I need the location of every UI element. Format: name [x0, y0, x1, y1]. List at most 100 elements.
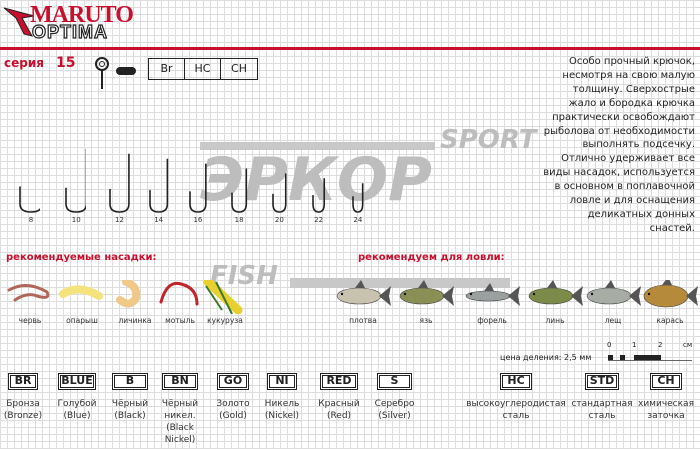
series-number: 15: [55, 55, 76, 71]
scale-baseline: [608, 360, 692, 361]
brand-logo-maruto: MARUTO: [30, 2, 134, 28]
hook-icon: [149, 158, 169, 213]
hook-icon: [231, 168, 248, 213]
coating-name-en: (Black Nickel): [164, 423, 196, 445]
watermark-main: ЭРКОР: [200, 145, 433, 215]
fish-label: форель: [477, 316, 507, 325]
coating-label: Серебро (Silver): [371, 398, 419, 422]
coating-name-en: (Bronze): [3, 411, 43, 421]
watermark-sport: SPORT: [440, 125, 537, 155]
material-name-2: заточка: [647, 411, 685, 421]
hook-icon: [189, 163, 207, 213]
material-label: химическая заточка: [637, 398, 695, 422]
product-description: Особо прочный крючок, несмотря на свою ма…: [540, 55, 695, 236]
coating-name-en: (Nickel): [264, 411, 300, 421]
fish-icon: [643, 280, 698, 308]
fish-icon: [465, 283, 520, 306]
series-label: серия 15: [4, 55, 75, 71]
hook-size-label: 20: [274, 216, 284, 224]
material-code-std: STD: [585, 373, 619, 390]
logo-arrow-icon: [3, 7, 35, 37]
coating-name: Чёрный никел.: [161, 399, 199, 421]
scale-segment: [634, 355, 661, 360]
description-line: деликатных донных снастей.: [587, 208, 695, 234]
hook-icon: [19, 186, 40, 213]
coating-code-b: B: [112, 373, 148, 390]
bait-label: личинка: [118, 316, 152, 325]
description-line: жало и бородка крючка: [568, 97, 695, 109]
bait-1-icon: [59, 285, 103, 300]
coating-code-go: GO: [217, 373, 249, 390]
coating-label: Чёрный никел. (Black Nickel): [156, 398, 204, 446]
coating-code-ni: NI: [267, 373, 297, 390]
bait-label: мотыль: [165, 316, 195, 325]
description-line: Особо прочный крючок,: [568, 56, 695, 67]
coating-name: Голубой: [57, 399, 97, 409]
coating-code-br: BR: [8, 373, 38, 390]
description-line: рыболова от необходимости: [543, 125, 695, 137]
description-line: выполнять подсечку.: [582, 139, 695, 151]
fish-label: лещ: [604, 316, 622, 325]
coating-code-blue: BLUE: [58, 373, 96, 390]
bait-2-icon: [116, 280, 141, 308]
code-hc: HC: [185, 59, 221, 79]
fish-label: язь: [419, 316, 433, 325]
baits-title: рекомендуемые насадки:: [6, 252, 157, 263]
hook-size-label: 18: [234, 216, 244, 224]
series-label-text: серия: [4, 56, 44, 70]
brand-logo-optima: OPTIMA: [31, 21, 108, 42]
description-line: несмотря на свою малую: [562, 69, 695, 81]
description-line: ловле и для оснащения: [569, 195, 695, 207]
coating-name-en: (Silver): [378, 411, 411, 421]
coating-name-en: (Red): [326, 411, 352, 421]
coating-label: Красный (Red): [315, 398, 363, 422]
ring-eye-icon: [95, 57, 136, 89]
fish-title: рекомендуем для ловли:: [358, 252, 505, 263]
material-name-2: сталь: [502, 411, 530, 421]
material-name: химическая: [638, 399, 694, 409]
watermark-bar-2: [290, 278, 510, 288]
coating-name: Серебро: [374, 399, 415, 409]
scale-tick-label: 2: [658, 341, 663, 349]
hook-icon: [272, 173, 287, 213]
hook-size-label: 22: [314, 216, 324, 224]
scale-segment: [620, 355, 625, 360]
description-line: виды насадок, используется: [543, 167, 695, 179]
fish-label: плотва: [349, 316, 377, 325]
bait-label: опарыш: [66, 316, 98, 325]
hook-size-label: 12: [114, 216, 124, 224]
hook-size-label: 14: [154, 216, 164, 224]
header-divider: [0, 47, 700, 50]
coating-label: Чёрный (Black): [106, 398, 154, 422]
coating-label: Бронза (Bronze): [0, 398, 47, 422]
bait-4-icon: [203, 280, 243, 314]
watermark-bar: [200, 142, 435, 150]
bait-0-icon: [7, 284, 50, 302]
hook-icon: [109, 153, 130, 213]
code-br: Br: [149, 59, 185, 79]
coating-name: Красный: [318, 399, 360, 409]
bait-label: кукуруза: [207, 316, 243, 325]
coating-code-bn: BN: [162, 373, 198, 390]
bait-3-icon: [159, 281, 199, 306]
coating-name-en: (Blue): [63, 411, 91, 421]
hook-size-label: 8: [28, 216, 34, 224]
description-line: толщину. Сверхострые: [572, 83, 695, 95]
fish-label: карась: [656, 316, 684, 325]
fish-icon: [336, 280, 391, 306]
fish-icon: [399, 280, 454, 306]
scale-segment: [608, 355, 613, 360]
scale-tick-label: см: [683, 341, 693, 349]
hook-size-label: 24: [353, 216, 363, 224]
hook-code-boxes: Br HC CH: [148, 58, 258, 80]
coating-code-s: S: [377, 373, 412, 390]
fish-icon: [586, 280, 641, 306]
scale-tick-label: 1: [632, 341, 637, 349]
coating-label: Никель (Nickel): [258, 398, 306, 422]
coating-name-en: (Gold): [219, 411, 247, 421]
coating-name-en: (Black): [114, 411, 146, 421]
coating-name: Никель: [264, 399, 300, 409]
fish-icon: [528, 280, 583, 306]
hook-icon: [312, 178, 326, 213]
hook-size-label: 16: [193, 216, 203, 224]
